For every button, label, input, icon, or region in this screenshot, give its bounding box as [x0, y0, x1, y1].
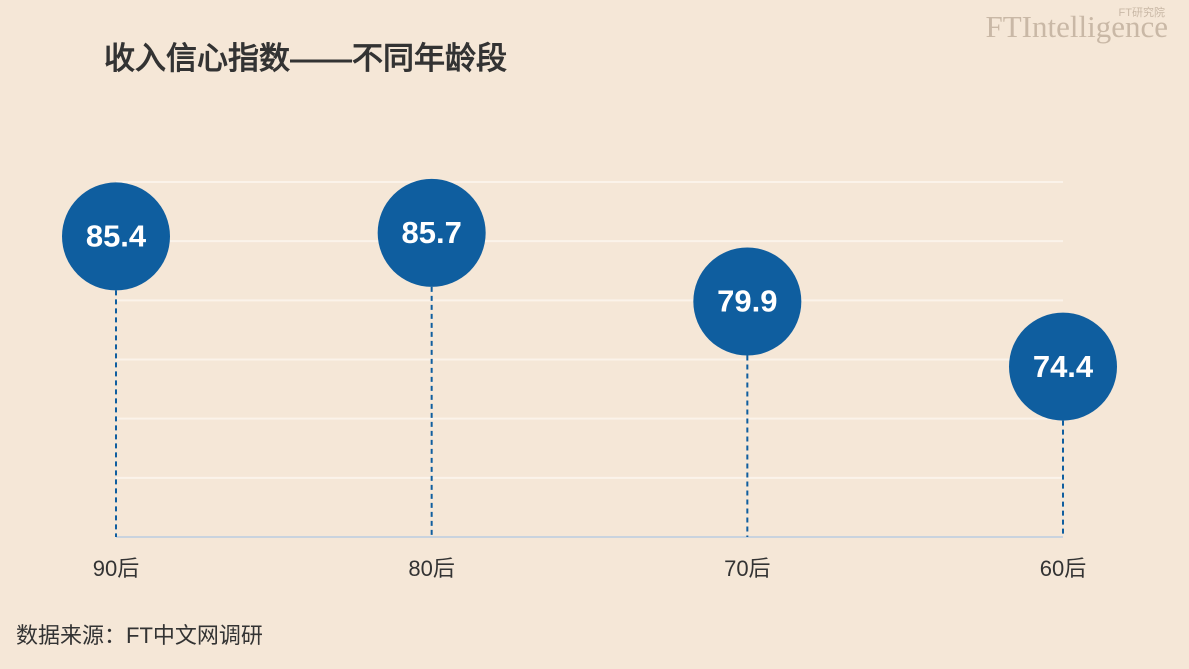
value-label: 79.9 — [717, 284, 777, 319]
dot — [1009, 312, 1117, 421]
value-label: 74.4 — [1033, 349, 1094, 384]
chart-title: 收入信心指数——不同年龄段 — [104, 41, 507, 76]
x-tick-label: 80后 — [408, 556, 454, 581]
x-tick-label: 60后 — [1040, 556, 1086, 581]
dot — [693, 247, 802, 356]
x-tick-label: 90后 — [93, 556, 139, 581]
dot — [62, 182, 170, 291]
source: 数据来源：FT中文网调研 — [16, 623, 263, 648]
value-label: 85.7 — [401, 215, 461, 250]
x-tick-label: 70后 — [724, 556, 770, 581]
value-label: 85.4 — [86, 219, 147, 254]
logo-sub: FT研究院 — [1119, 5, 1165, 19]
dot — [377, 178, 486, 287]
logo: FTIntelligence — [986, 9, 1169, 44]
